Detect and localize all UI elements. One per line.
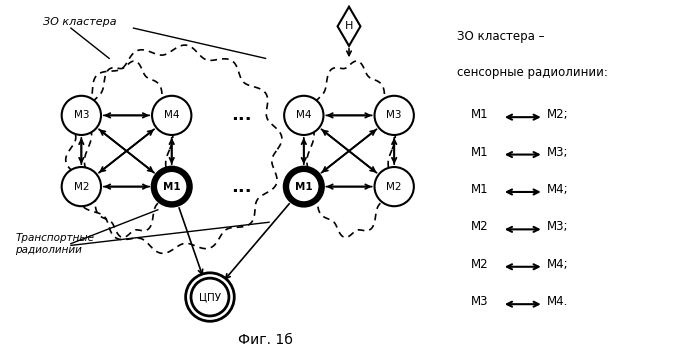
Text: ЗО кластера –: ЗО кластера –: [456, 30, 544, 43]
Text: M1: M1: [470, 108, 489, 121]
Text: M4: M4: [164, 110, 179, 120]
Ellipse shape: [375, 167, 414, 206]
Text: ...: ...: [231, 178, 251, 196]
Text: M1: M1: [470, 146, 489, 159]
Ellipse shape: [288, 171, 319, 202]
Text: ЗО кластера: ЗО кластера: [43, 18, 117, 27]
Text: M4: M4: [296, 110, 311, 120]
Text: ...: ...: [231, 106, 251, 124]
Text: Фиг. 1б: Фиг. 1б: [238, 333, 293, 347]
Ellipse shape: [284, 167, 323, 206]
Text: ЦПУ: ЦПУ: [199, 292, 221, 302]
Text: Транспортные
радиолинии: Транспортные радиолинии: [15, 233, 94, 255]
Ellipse shape: [61, 167, 101, 206]
Text: M2: M2: [73, 182, 89, 192]
Text: M2: M2: [470, 258, 489, 271]
Text: M2;: M2;: [547, 108, 569, 121]
Ellipse shape: [375, 96, 414, 135]
Text: M4;: M4;: [547, 183, 569, 196]
Ellipse shape: [186, 273, 235, 321]
Ellipse shape: [156, 171, 187, 202]
Text: M3: M3: [470, 295, 488, 308]
Polygon shape: [338, 7, 360, 46]
Text: M1: M1: [295, 182, 313, 192]
Text: M1: M1: [470, 183, 489, 196]
Text: M3;: M3;: [547, 146, 569, 159]
Text: M4;: M4;: [547, 258, 569, 271]
Text: Н: Н: [345, 21, 353, 31]
Ellipse shape: [152, 167, 191, 206]
Ellipse shape: [152, 96, 191, 135]
Text: сенсорные радиолинии:: сенсорные радиолинии:: [456, 65, 608, 79]
Ellipse shape: [61, 96, 101, 135]
Ellipse shape: [191, 278, 229, 316]
Text: M2: M2: [470, 220, 489, 233]
Text: M4.: M4.: [547, 295, 568, 308]
Text: M1: M1: [163, 182, 181, 192]
Text: M3;: M3;: [547, 220, 569, 233]
Text: M3: M3: [387, 110, 402, 120]
Ellipse shape: [284, 96, 323, 135]
Text: M2: M2: [387, 182, 402, 192]
Text: M3: M3: [73, 110, 89, 120]
